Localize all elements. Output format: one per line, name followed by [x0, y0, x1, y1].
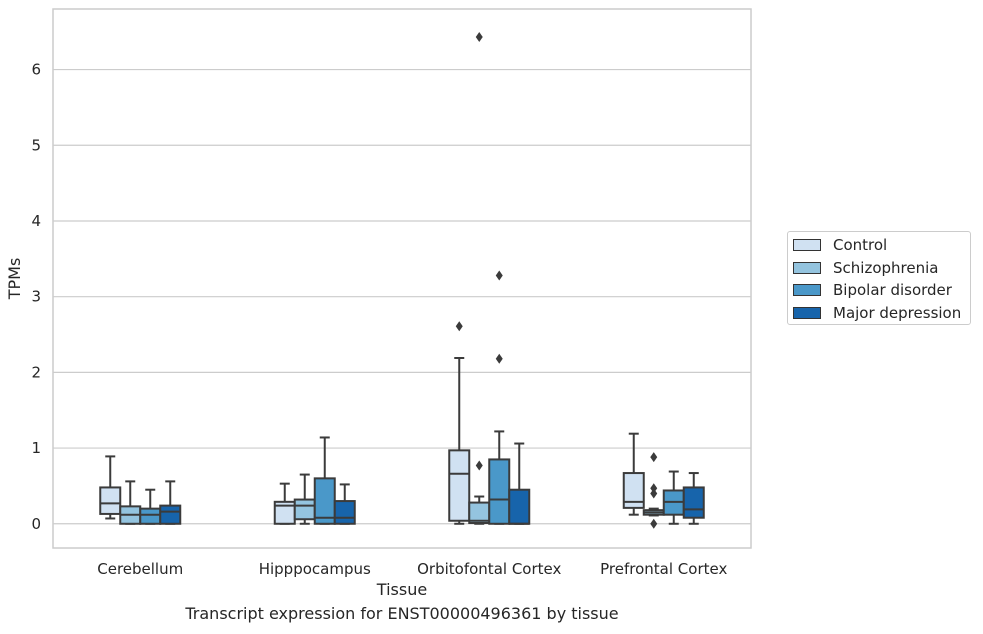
legend-item-control: Control: [793, 235, 887, 255]
x-tick-label-orbitofontal-cortex: Orbitofontal Cortex: [417, 560, 561, 578]
legend-item-major-depression: Major depression: [793, 303, 961, 323]
x-tick-label-hipppocampus: Hipppocampus: [259, 560, 371, 578]
box-bipolar-disorder-orbitofontal-cortex: [488, 458, 511, 525]
outlier-schizophrenia-prefrontal-cortex: [650, 452, 658, 463]
y-tick-label: 1: [31, 439, 41, 457]
box-major-depression-cerebellum: [159, 504, 182, 525]
legend-label-control: Control: [833, 236, 888, 254]
legend: Control Schizophrenia Bipolar disorder M…: [787, 231, 971, 325]
box-schizophrenia-hipppocampus: [293, 498, 316, 521]
plot-frame: [52, 8, 752, 549]
legend-swatch-schizophrenia: [793, 262, 821, 274]
outlier-control-orbitofontal-cortex: [455, 321, 463, 332]
legend-label-schizophrenia: Schizophrenia: [833, 259, 939, 277]
y-tick-label: 0: [31, 515, 41, 533]
legend-label-major-depression: Major depression: [833, 304, 962, 322]
box-control-orbitofontal-cortex: [448, 449, 471, 522]
box-major-depression-orbitofontal-cortex: [508, 488, 531, 525]
legend-swatch-major-depression: [793, 307, 821, 319]
y-tick-label: 2: [31, 363, 41, 381]
legend-label-bipolar-disorder: Bipolar disorder: [833, 281, 952, 299]
y-tick-label: 5: [31, 136, 41, 154]
outlier-schizophrenia-prefrontal-cortex: [650, 483, 658, 494]
plot-area: [53, 9, 751, 548]
outlier-schizophrenia-orbitofontal-cortex: [475, 32, 483, 43]
legend-swatch-control: [793, 239, 821, 251]
legend-swatch-bipolar-disorder: [793, 284, 821, 296]
outlier-schizophrenia-orbitofontal-cortex: [475, 460, 483, 471]
x-tick-label-cerebellum: Cerebellum: [97, 560, 183, 578]
x-tick-label-prefrontal-cortex: Prefrontal Cortex: [600, 560, 727, 578]
box-control-cerebellum: [99, 486, 122, 515]
y-axis-label: TPMs: [5, 258, 24, 301]
x-axis-label: Tissue: [376, 580, 427, 599]
legend-item-bipolar-disorder: Bipolar disorder: [793, 280, 952, 300]
y-tick-label: 6: [31, 61, 41, 79]
legend-item-schizophrenia: Schizophrenia: [793, 258, 938, 278]
outlier-schizophrenia-prefrontal-cortex: [650, 488, 658, 499]
outlier-bipolar-disorder-orbitofontal-cortex: [495, 270, 503, 281]
box-bipolar-disorder-cerebellum: [139, 507, 162, 525]
box-control-prefrontal-cortex: [622, 472, 645, 509]
outlier-schizophrenia-prefrontal-cortex: [650, 518, 658, 529]
box-major-depression-hipppocampus: [333, 500, 356, 525]
box-major-depression-prefrontal-cortex: [682, 486, 705, 519]
chart-caption: Transcript expression for ENST0000049636…: [185, 604, 619, 623]
outlier-bipolar-disorder-orbitofontal-cortex: [495, 353, 503, 364]
y-tick-label: 4: [31, 212, 41, 230]
y-tick-label: 3: [31, 288, 41, 306]
